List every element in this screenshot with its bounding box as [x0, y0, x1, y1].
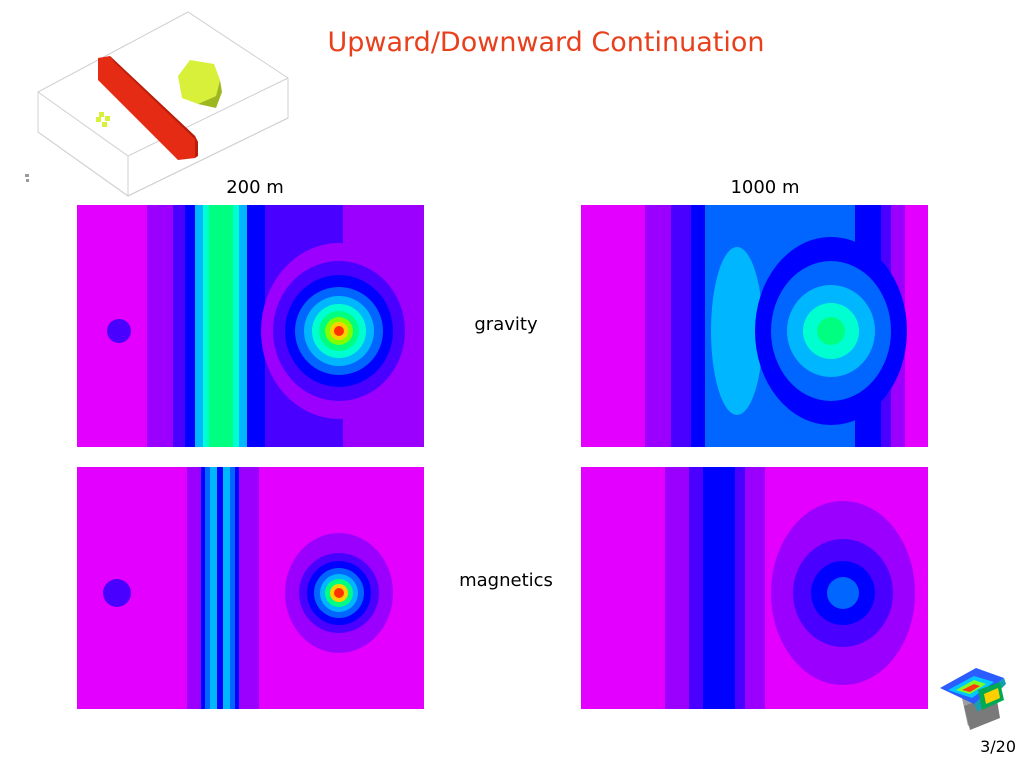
layered-surfaces-logo-icon [940, 668, 1006, 730]
page-number: 3/20 [980, 737, 1016, 756]
row-label-magnetics: magnetics [459, 570, 553, 591]
gravity-1000m-map [581, 205, 928, 447]
model-figure [18, 4, 300, 198]
model-icon [25, 11, 289, 197]
column-label-200m: 200 m [226, 177, 284, 198]
column-label-1000m: 1000 m [730, 177, 800, 198]
magnetics-200m-map [77, 467, 424, 709]
slide-title: Upward/Downward Continuation [327, 27, 765, 58]
gravity-200m-map [77, 205, 424, 447]
magnetics-1000m-map [581, 467, 928, 709]
row-label-gravity: gravity [474, 314, 538, 335]
corner-logo [934, 660, 1010, 732]
